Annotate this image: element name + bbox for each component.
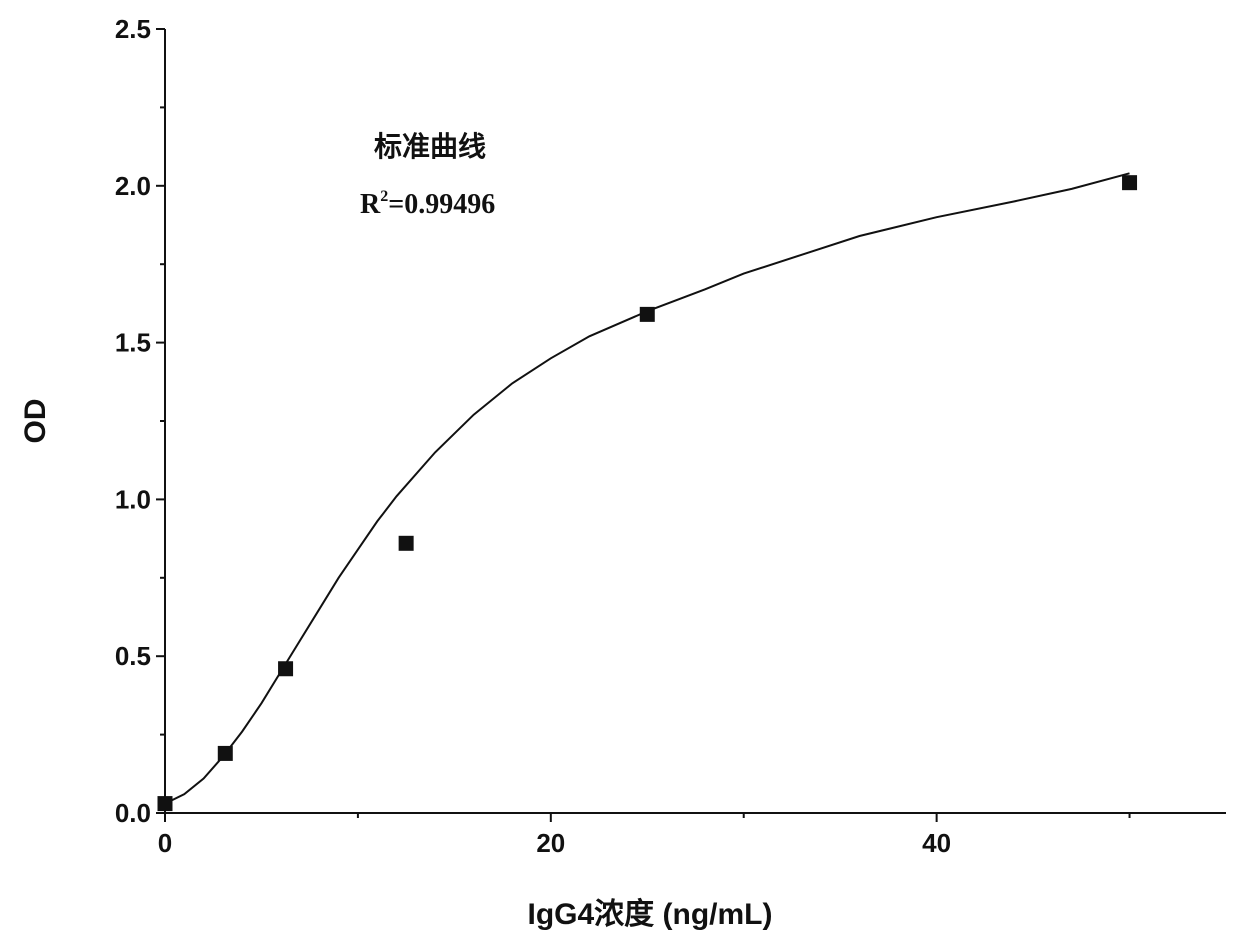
data-point	[278, 661, 293, 676]
r-squared-prefix: R	[360, 189, 381, 220]
y-tick-label: 1.0	[115, 484, 151, 514]
y-tick-label: 2.5	[115, 14, 151, 44]
data-point	[1122, 175, 1137, 190]
y-tick-label: 0.5	[115, 641, 151, 671]
x-tick-label: 40	[922, 828, 951, 858]
fit-curve	[165, 173, 1130, 803]
data-points	[158, 175, 1138, 811]
y-tick-label: 2.0	[115, 171, 151, 201]
r-squared-value: =0.99496	[388, 189, 495, 220]
y-tick-label: 0.0	[115, 798, 151, 828]
y-axis-ticks: 0.0 0.5 1.0 1.5 2.0 2.5	[115, 14, 165, 828]
y-axis-title: OD	[19, 399, 52, 444]
x-axis-title: IgG4浓度 (ng/mL)	[528, 898, 773, 931]
plot-frame	[165, 29, 1226, 813]
data-point	[399, 536, 414, 551]
data-point	[158, 796, 173, 811]
r-squared-superscript: 2	[380, 188, 388, 205]
data-point	[218, 746, 233, 761]
annotation-label: 标准曲线	[374, 131, 486, 163]
x-tick-label: 20	[536, 828, 565, 858]
data-point	[640, 307, 655, 322]
x-axis-ticks: 0 20 40	[158, 813, 1130, 858]
r-squared-annotation: R2=0.99496	[360, 188, 495, 220]
x-tick-label: 0	[158, 828, 172, 858]
y-tick-label: 1.5	[115, 328, 151, 358]
